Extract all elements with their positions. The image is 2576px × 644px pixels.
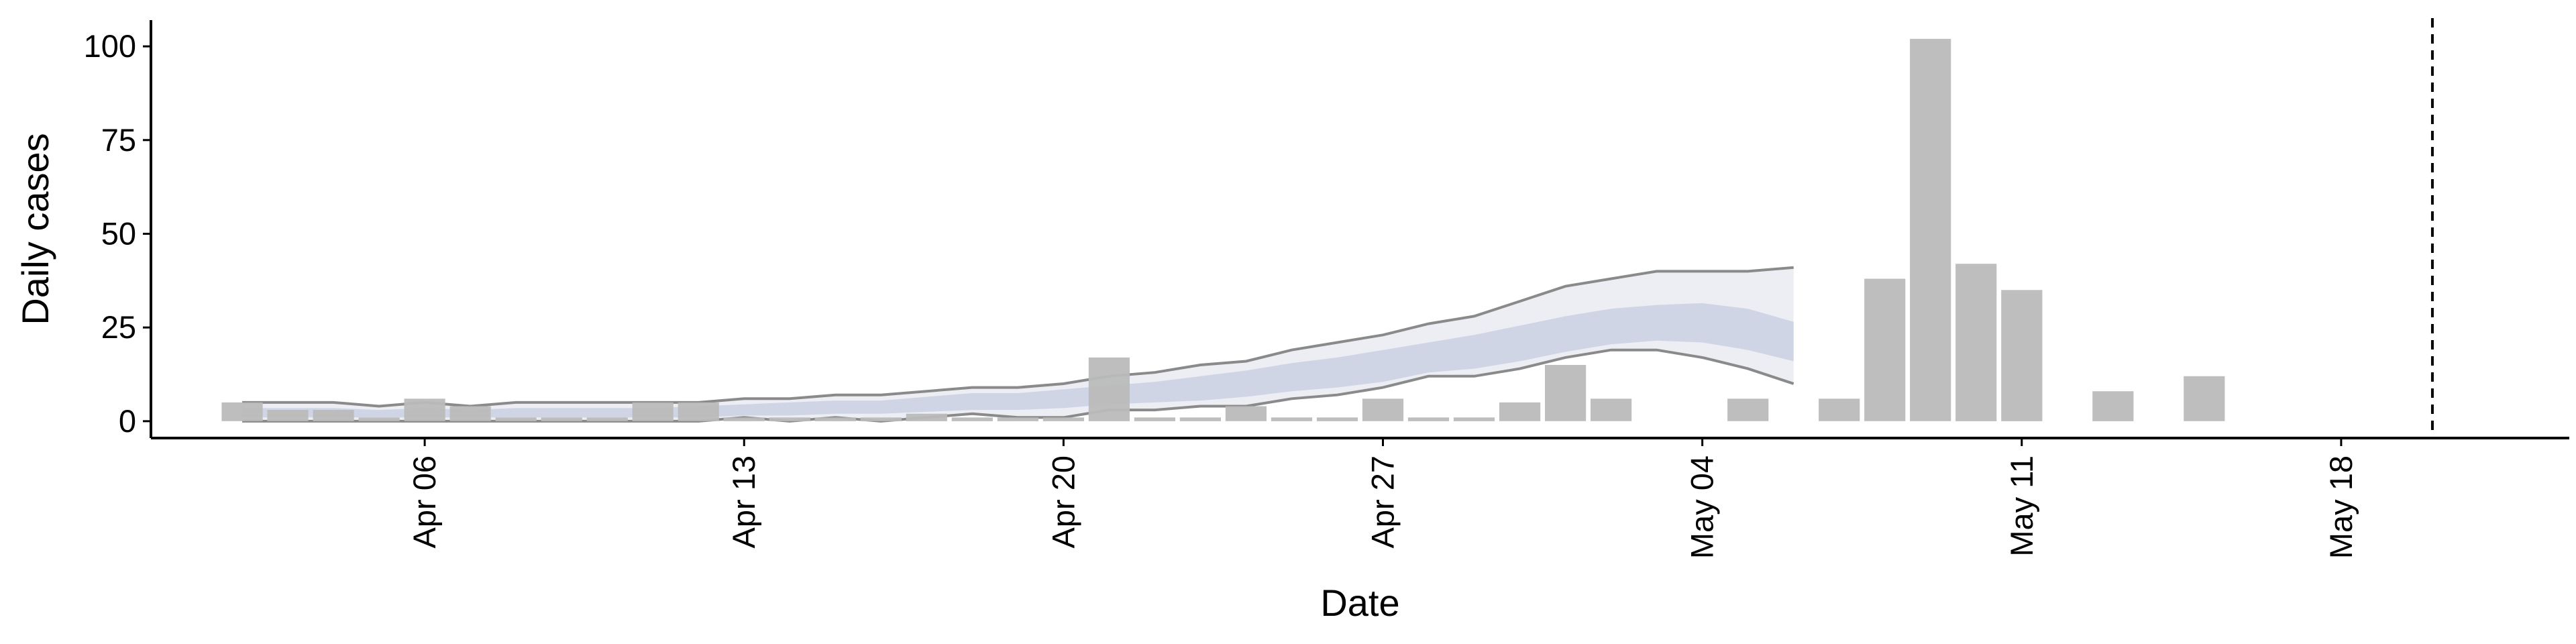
bar	[495, 417, 537, 421]
x-tick-label: May 18	[2323, 455, 2359, 559]
bar	[1407, 417, 1450, 421]
bar	[1727, 398, 1769, 421]
bar	[1316, 417, 1358, 421]
bar	[1910, 38, 1951, 421]
x-tick-label: Apr 06	[407, 455, 442, 548]
bar	[449, 406, 491, 421]
uncertainty-bands	[242, 266, 1794, 423]
x-tick-label: May 04	[1684, 455, 1720, 559]
bar	[769, 417, 810, 421]
bar	[221, 402, 263, 421]
bar	[632, 402, 674, 421]
bar	[1545, 365, 1587, 421]
bar	[1225, 406, 1267, 421]
bar	[997, 417, 1038, 421]
bar	[951, 417, 993, 421]
x-tick-label: Apr 27	[1365, 455, 1401, 548]
bar	[541, 417, 582, 421]
y-axis-title: Daily cases	[14, 133, 56, 325]
bar	[860, 417, 902, 421]
bar	[1042, 417, 1084, 421]
bar	[1179, 417, 1221, 421]
inner-band	[242, 303, 1794, 418]
ticks: 0 25 50 75 100 Apr 06 Apr 13 Apr 20 Apr 27 May 04…	[84, 28, 2359, 559]
bar	[358, 417, 400, 421]
bar	[1453, 417, 1495, 421]
bar	[1819, 398, 1860, 421]
bar	[1271, 417, 1313, 421]
bar	[1362, 398, 1404, 421]
bar	[2001, 290, 2043, 421]
bar	[814, 417, 856, 421]
bars	[221, 38, 2225, 421]
bar	[723, 417, 765, 421]
bar	[1864, 278, 1906, 421]
bar	[2092, 391, 2134, 421]
bar	[906, 413, 947, 421]
y-tick-label: 50	[101, 215, 136, 251]
axes	[150, 18, 2569, 439]
bar	[404, 398, 445, 421]
y-tick-label: 25	[101, 309, 136, 345]
y-tick-label: 100	[84, 28, 136, 64]
bar	[267, 410, 309, 421]
bar	[586, 417, 628, 421]
x-tick-label: Apr 20	[1045, 455, 1081, 548]
bar	[2184, 376, 2225, 421]
x-tick-label: Apr 13	[726, 455, 761, 548]
y-tick-label: 75	[101, 122, 136, 158]
x-axis-title: Date	[1320, 582, 1399, 624]
bar	[678, 402, 719, 421]
bar	[1134, 417, 1175, 421]
y-tick-label: 0	[119, 403, 136, 439]
outer-band-upper-line	[242, 266, 1794, 408]
bar	[1088, 357, 1130, 421]
bar	[1955, 264, 1997, 421]
bar	[1499, 402, 1541, 421]
bar	[313, 410, 354, 421]
bar	[1591, 398, 1632, 421]
x-tick-label: May 11	[2004, 455, 2039, 557]
